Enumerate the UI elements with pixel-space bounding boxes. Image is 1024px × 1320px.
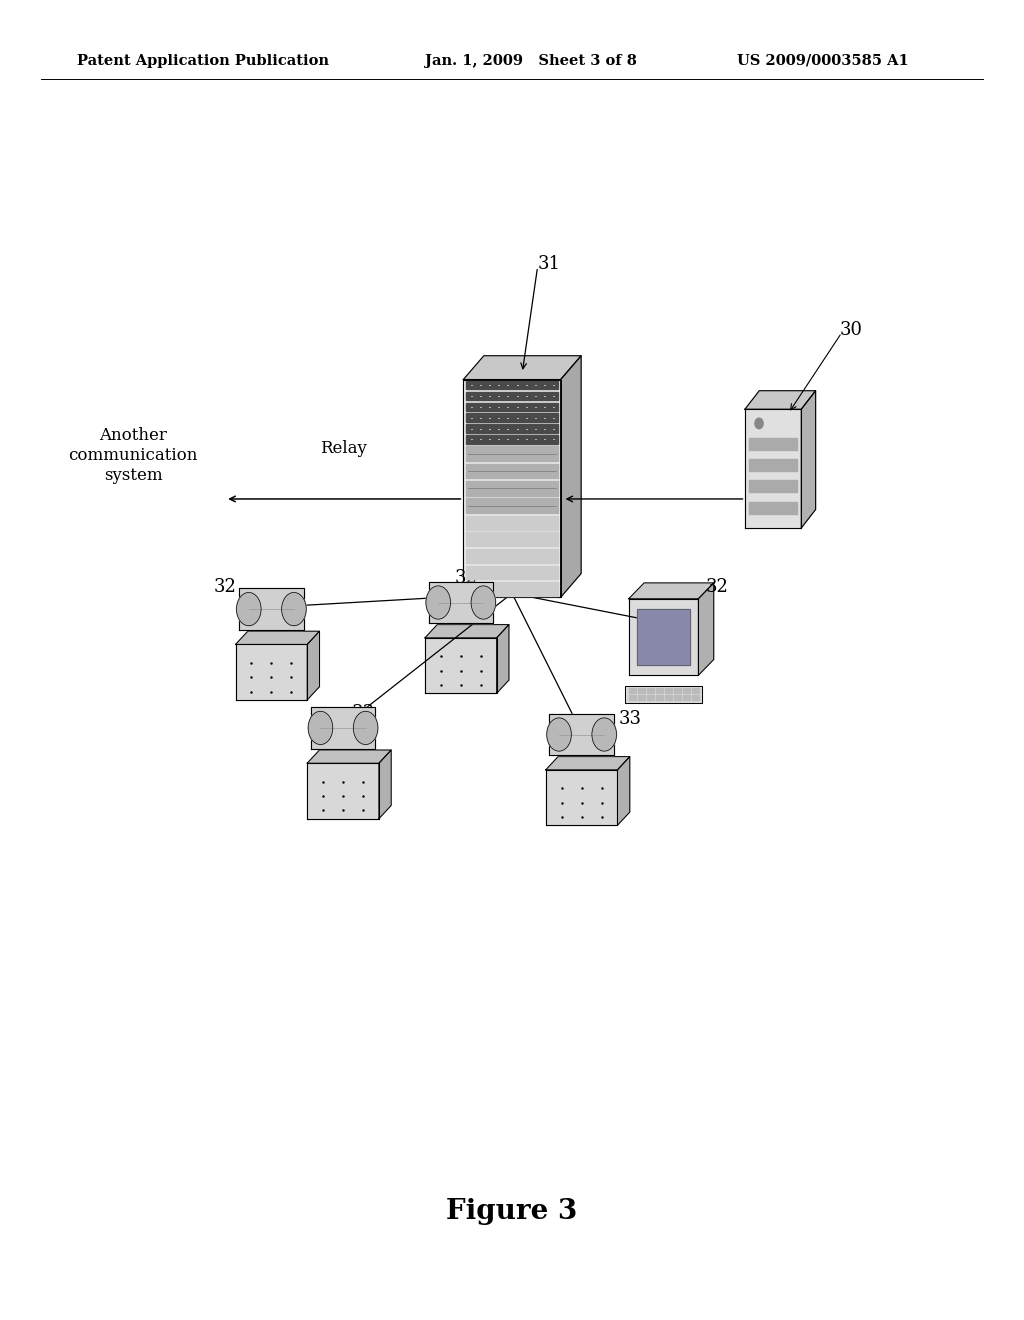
Polygon shape: [647, 688, 654, 693]
Polygon shape: [467, 549, 557, 562]
Polygon shape: [666, 688, 672, 693]
Polygon shape: [750, 459, 797, 471]
Ellipse shape: [308, 711, 333, 744]
Polygon shape: [311, 708, 376, 748]
Polygon shape: [467, 516, 557, 529]
Ellipse shape: [547, 718, 571, 751]
Polygon shape: [692, 696, 699, 700]
Polygon shape: [656, 696, 664, 700]
Polygon shape: [497, 624, 509, 693]
Polygon shape: [683, 688, 690, 693]
Text: 31: 31: [538, 255, 560, 273]
Polygon shape: [425, 624, 509, 638]
Text: 32: 32: [706, 578, 728, 597]
Polygon shape: [236, 644, 307, 700]
Polygon shape: [801, 391, 815, 528]
Text: Another
communication
system: Another communication system: [69, 428, 198, 483]
Polygon shape: [467, 582, 557, 597]
Polygon shape: [463, 355, 582, 380]
Text: 30: 30: [840, 321, 862, 339]
Polygon shape: [750, 502, 797, 513]
Polygon shape: [467, 436, 557, 444]
Polygon shape: [467, 392, 557, 400]
Text: Patent Application Publication: Patent Application Publication: [77, 54, 329, 67]
Polygon shape: [428, 582, 494, 623]
Polygon shape: [467, 499, 557, 513]
Ellipse shape: [426, 586, 451, 619]
Text: Figure 3: Figure 3: [446, 1199, 578, 1225]
Polygon shape: [666, 696, 672, 700]
Text: 33: 33: [352, 704, 375, 722]
Polygon shape: [698, 583, 714, 676]
Text: 32: 32: [214, 578, 237, 597]
Polygon shape: [467, 463, 557, 478]
Polygon shape: [467, 380, 557, 389]
Ellipse shape: [592, 718, 616, 751]
Polygon shape: [674, 696, 681, 700]
Polygon shape: [629, 696, 636, 700]
Ellipse shape: [237, 593, 261, 626]
Polygon shape: [647, 696, 654, 700]
Polygon shape: [745, 409, 801, 528]
Polygon shape: [626, 686, 701, 702]
Text: 32: 32: [455, 569, 477, 587]
Text: US 2009/0003585 A1: US 2009/0003585 A1: [737, 54, 909, 67]
Text: Relay: Relay: [319, 441, 367, 457]
Ellipse shape: [471, 586, 496, 619]
Polygon shape: [240, 589, 304, 630]
Polygon shape: [617, 756, 630, 825]
Polygon shape: [745, 391, 815, 409]
Polygon shape: [546, 770, 617, 825]
Polygon shape: [467, 532, 557, 546]
Text: Jan. 1, 2009   Sheet 3 of 8: Jan. 1, 2009 Sheet 3 of 8: [425, 54, 637, 67]
Polygon shape: [467, 565, 557, 579]
Polygon shape: [629, 688, 636, 693]
Polygon shape: [425, 638, 497, 693]
Polygon shape: [638, 688, 645, 693]
Polygon shape: [467, 446, 557, 461]
Polygon shape: [467, 425, 557, 433]
Polygon shape: [683, 696, 690, 700]
Polygon shape: [750, 480, 797, 492]
Ellipse shape: [353, 711, 378, 744]
Polygon shape: [638, 696, 645, 700]
Polygon shape: [674, 688, 681, 693]
Polygon shape: [750, 438, 797, 450]
Polygon shape: [467, 403, 557, 411]
Polygon shape: [379, 750, 391, 818]
Polygon shape: [467, 480, 557, 496]
Circle shape: [755, 418, 763, 429]
Polygon shape: [467, 413, 557, 422]
Polygon shape: [561, 355, 582, 597]
Polygon shape: [637, 610, 690, 665]
Polygon shape: [629, 583, 714, 599]
Polygon shape: [307, 631, 319, 700]
Polygon shape: [692, 688, 699, 693]
Polygon shape: [656, 688, 664, 693]
Polygon shape: [549, 714, 613, 755]
Polygon shape: [463, 380, 561, 597]
Ellipse shape: [282, 593, 306, 626]
Polygon shape: [307, 763, 379, 818]
Polygon shape: [546, 756, 630, 770]
Polygon shape: [629, 599, 698, 676]
Text: 33: 33: [618, 710, 641, 729]
Polygon shape: [307, 750, 391, 763]
Polygon shape: [236, 631, 319, 644]
